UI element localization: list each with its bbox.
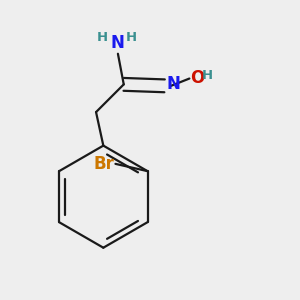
Text: Br: Br: [93, 155, 114, 173]
Text: H: H: [125, 31, 136, 44]
Text: N: N: [111, 34, 125, 52]
Text: N: N: [166, 75, 180, 93]
Text: H: H: [96, 31, 107, 44]
Text: H: H: [202, 69, 213, 82]
Text: O: O: [190, 69, 205, 87]
